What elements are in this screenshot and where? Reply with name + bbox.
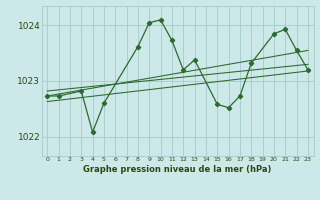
X-axis label: Graphe pression niveau de la mer (hPa): Graphe pression niveau de la mer (hPa) xyxy=(84,165,272,174)
